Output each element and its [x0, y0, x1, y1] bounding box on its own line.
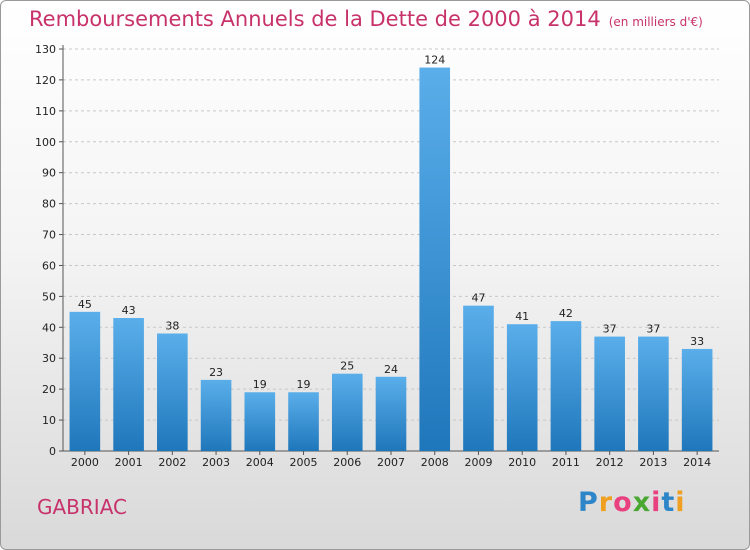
logo-letter: t [661, 487, 676, 518]
x-tick-label: 2013 [639, 456, 667, 469]
data-label: 124 [424, 54, 445, 67]
y-tick-label: 0 [49, 445, 56, 458]
x-tick-label: 2011 [552, 456, 580, 469]
data-label: 25 [340, 360, 354, 373]
x-tick-label: 2014 [683, 456, 711, 469]
x-tick-label: 2006 [333, 456, 361, 469]
title-text: Remboursements Annuels de la Dette de 20… [29, 7, 601, 31]
data-label: 24 [384, 363, 398, 376]
unit-text: (en milliers d'€) [608, 15, 703, 29]
proxiti-logo: Proxiti [578, 487, 686, 518]
bar [288, 392, 319, 451]
bar [681, 348, 713, 451]
x-tick-label: 2003 [202, 456, 230, 469]
city-name: GABRIAC [37, 495, 127, 519]
data-label: 23 [209, 366, 223, 379]
logo-letter: r [598, 487, 614, 518]
bar [594, 336, 625, 451]
x-tick-label: 2009 [464, 456, 492, 469]
y-tick-label: 60 [42, 259, 56, 272]
x-tick-label: 2002 [158, 456, 186, 469]
y-tick-label: 10 [42, 414, 56, 427]
data-label: 33 [690, 335, 704, 348]
x-tick-label: 2001 [115, 456, 143, 469]
logo-letter: P [578, 487, 599, 518]
x-tick-label: 2000 [71, 456, 99, 469]
x-tick-label: 2010 [508, 456, 536, 469]
logo-letter: i [651, 487, 662, 518]
y-tick-label: 30 [42, 352, 56, 365]
x-tick-label: 2008 [421, 456, 449, 469]
y-tick-label: 50 [42, 290, 56, 303]
bar [463, 305, 494, 451]
data-label: 19 [253, 378, 267, 391]
data-label: 43 [122, 304, 136, 317]
y-tick-label: 70 [42, 229, 56, 242]
data-label: 42 [559, 307, 573, 320]
bar [69, 311, 101, 451]
bar [506, 324, 538, 451]
bar [200, 379, 232, 451]
logo-letter: i [675, 487, 686, 518]
chart-title: Remboursements Annuels de la Dette de 20… [29, 7, 703, 31]
bar [157, 333, 188, 451]
y-tick-label: 20 [42, 383, 56, 396]
data-label: 41 [515, 310, 529, 323]
data-label: 37 [603, 323, 617, 336]
x-tick-label: 2005 [290, 456, 318, 469]
bar [550, 321, 582, 451]
y-tick-label: 80 [42, 198, 56, 211]
y-tick-label: 110 [35, 105, 56, 118]
y-tick-label: 40 [42, 321, 56, 334]
bar [638, 336, 669, 451]
data-label: 47 [471, 292, 485, 305]
x-tick-label: 2012 [596, 456, 624, 469]
bar [419, 67, 451, 452]
data-label: 45 [78, 298, 92, 311]
y-tick-label: 90 [42, 167, 56, 180]
bar [331, 373, 363, 451]
logo-letter: x [632, 487, 652, 518]
data-label: 37 [646, 323, 660, 336]
y-tick-label: 120 [35, 74, 56, 87]
y-tick-label: 130 [35, 43, 56, 56]
logo-letter: o [613, 487, 633, 518]
x-tick-label: 2007 [377, 456, 405, 469]
data-label: 38 [165, 319, 179, 332]
bar [244, 392, 276, 451]
x-tick-label: 2004 [246, 456, 274, 469]
bar [113, 318, 144, 451]
data-label: 19 [297, 378, 311, 391]
bar [375, 376, 407, 451]
y-tick-label: 100 [35, 136, 56, 149]
